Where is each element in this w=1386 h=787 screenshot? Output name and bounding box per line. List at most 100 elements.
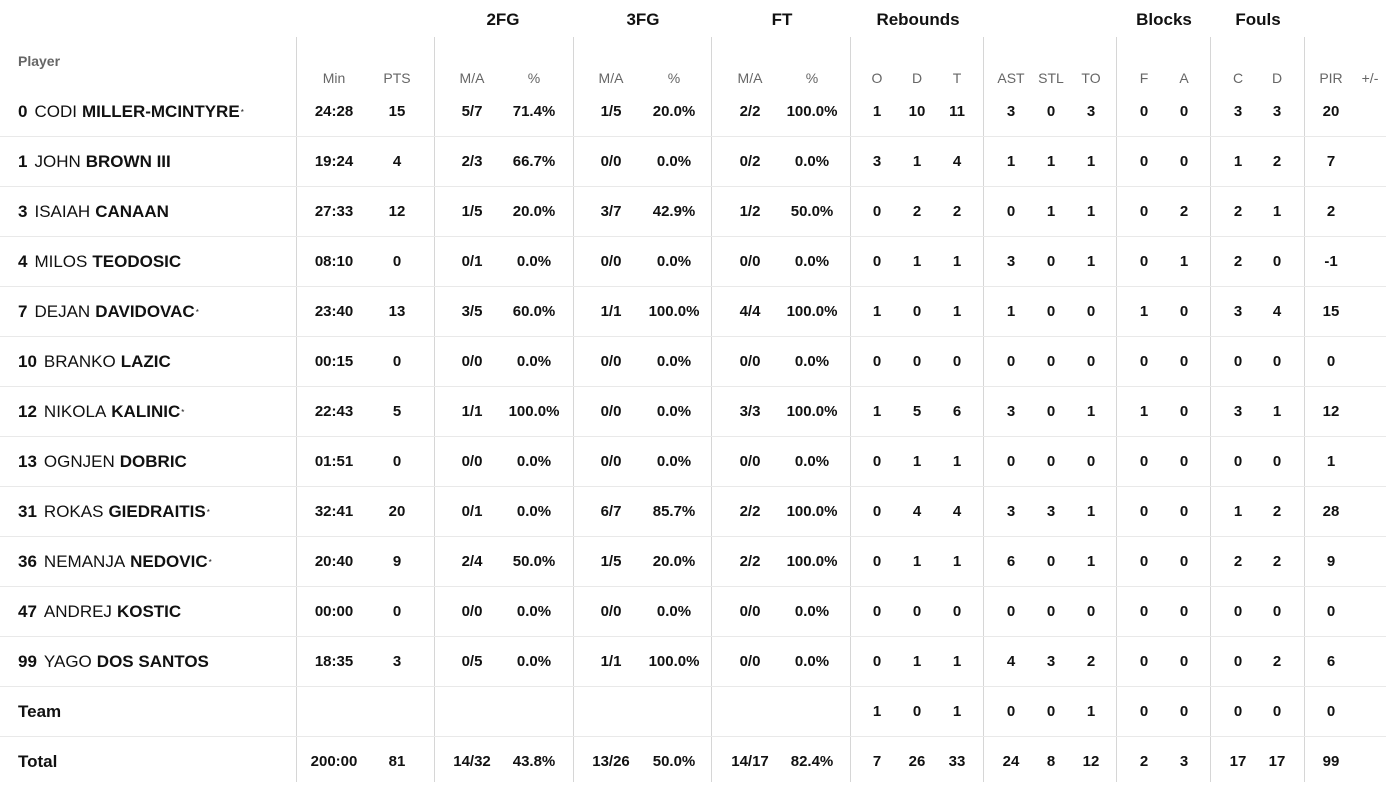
total-rebounds-cell: 33 bbox=[948, 753, 966, 770]
player-name[interactable]: 1 JOHN BROWN III bbox=[18, 137, 171, 187]
3fg-pct-cell: 100.0% bbox=[648, 303, 700, 320]
3fg-made-attempted-cell: 0/0 bbox=[600, 153, 622, 170]
ft-made-attempted-column-header[interactable]: M/A bbox=[737, 70, 763, 86]
row-divider bbox=[0, 236, 1386, 237]
assists-cell: 3 bbox=[1006, 253, 1016, 270]
total-rebounds-cell: 1 bbox=[952, 253, 962, 270]
2fg-made-attempted-column-header[interactable]: M/A bbox=[459, 70, 485, 86]
pir-cell: 12 bbox=[1322, 403, 1340, 420]
blocks-against-column-header[interactable]: A bbox=[1179, 70, 1189, 86]
assists-cell: 1 bbox=[1006, 303, 1016, 320]
2fg-made-attempted-cell: 0/0 bbox=[461, 603, 483, 620]
player-name[interactable]: 12 NIKOLA KALINIC* bbox=[18, 387, 184, 437]
fouls-drawn-cell: 0 bbox=[1272, 453, 1282, 470]
player-name[interactable]: 47 ANDREJ KOSTIC bbox=[18, 587, 181, 637]
off-rebounds-column-header[interactable]: O bbox=[871, 70, 883, 86]
ft-pct-column-header[interactable]: % bbox=[805, 70, 819, 86]
column-divider bbox=[296, 37, 297, 782]
player-name[interactable]: 31 ROKAS GIEDRAITIS* bbox=[18, 487, 210, 537]
2fg-made-attempted-cell: 0/0 bbox=[461, 353, 483, 370]
pir-column-header[interactable]: PIR bbox=[1319, 70, 1343, 86]
2fg-pct-cell: 0.0% bbox=[516, 253, 552, 270]
player-last-name: TEODOSIC bbox=[92, 252, 182, 271]
pts-column-header[interactable]: PTS bbox=[383, 70, 411, 86]
2fg-pct-cell: 71.4% bbox=[512, 103, 556, 120]
starter-marker-icon: * bbox=[181, 407, 185, 417]
fouls-drawn-column-header[interactable]: D bbox=[1271, 70, 1283, 86]
row-divider bbox=[0, 636, 1386, 637]
fouls-drawn-cell: 2 bbox=[1272, 153, 1282, 170]
def-rebounds-column-header[interactable]: D bbox=[911, 70, 923, 86]
3fg-pct-cell: 100.0% bbox=[648, 653, 700, 670]
fouls-drawn-cell: 1 bbox=[1272, 403, 1282, 420]
turnovers-column-header[interactable]: TO bbox=[1081, 70, 1101, 86]
jersey-number: 99 bbox=[18, 652, 37, 671]
def-rebounds-cell: 1 bbox=[912, 153, 922, 170]
turnovers-cell: 1 bbox=[1086, 253, 1096, 270]
pts-cell: 0 bbox=[392, 353, 402, 370]
pir-cell: 7 bbox=[1326, 153, 1336, 170]
3fg-made-attempted-column-header[interactable]: M/A bbox=[598, 70, 624, 86]
steals-column-header[interactable]: STL bbox=[1038, 70, 1064, 86]
row-divider bbox=[0, 336, 1386, 337]
def-rebounds-cell: 0 bbox=[912, 703, 922, 720]
blocks-against-cell: 0 bbox=[1179, 303, 1189, 320]
2fg-made-attempted-cell: 2/4 bbox=[461, 553, 483, 570]
2fg-pct-column-header[interactable]: % bbox=[527, 70, 541, 86]
row-label-text: Total bbox=[18, 752, 58, 771]
fouls-committed-column-header[interactable]: C bbox=[1232, 70, 1244, 86]
total-rebounds-cell: 0 bbox=[952, 603, 962, 620]
player-name[interactable]: 4 MILOS TEODOSIC bbox=[18, 237, 181, 287]
blocks-against-cell: 0 bbox=[1179, 553, 1189, 570]
3fg-pct-cell: 0.0% bbox=[656, 353, 692, 370]
turnovers-cell: 3 bbox=[1086, 103, 1096, 120]
total-rebounds-column-header[interactable]: T bbox=[952, 70, 962, 86]
min-cell: 01:51 bbox=[314, 453, 354, 470]
player-name[interactable]: 7 DEJAN DAVIDOVAC* bbox=[18, 287, 199, 337]
pir-cell: 0 bbox=[1326, 703, 1336, 720]
ft-made-attempted-cell: 2/2 bbox=[739, 103, 761, 120]
player-name[interactable]: 36 NEMANJA NEDOVIC* bbox=[18, 537, 212, 587]
3fg-pct-cell: 0.0% bbox=[656, 403, 692, 420]
3fg-made-attempted-cell: 0/0 bbox=[600, 353, 622, 370]
player-name[interactable]: 3 ISAIAH CANAAN bbox=[18, 187, 169, 237]
group-blocks-header: Blocks bbox=[1136, 10, 1192, 29]
min-column-header[interactable]: Min bbox=[322, 70, 346, 86]
pts-cell: 3 bbox=[392, 653, 402, 670]
total-rebounds-cell: 1 bbox=[952, 453, 962, 470]
player-column-header[interactable]: Player bbox=[18, 53, 61, 69]
off-rebounds-cell: 0 bbox=[872, 453, 882, 470]
2fg-pct-cell: 66.7% bbox=[512, 153, 556, 170]
turnovers-cell: 12 bbox=[1082, 753, 1100, 770]
starter-marker-icon: * bbox=[206, 507, 210, 517]
fouls-committed-cell: 2 bbox=[1233, 553, 1243, 570]
ft-made-attempted-cell: 1/2 bbox=[739, 203, 761, 220]
3fg-made-attempted-cell: 0/0 bbox=[600, 253, 622, 270]
pir-cell: 28 bbox=[1322, 503, 1340, 520]
player-name[interactable]: 13 OGNJEN DOBRIC bbox=[18, 437, 187, 487]
3fg-made-attempted-cell: 13/26 bbox=[592, 753, 630, 770]
ft-pct-cell: 0.0% bbox=[794, 353, 830, 370]
jersey-number: 47 bbox=[18, 602, 37, 621]
fouls-committed-cell: 2 bbox=[1233, 253, 1243, 270]
fouls-committed-cell: 0 bbox=[1233, 353, 1243, 370]
steals-cell: 1 bbox=[1046, 153, 1056, 170]
3fg-pct-cell: 0.0% bbox=[656, 153, 692, 170]
def-rebounds-cell: 1 bbox=[912, 653, 922, 670]
2fg-pct-cell: 43.8% bbox=[512, 753, 556, 770]
turnovers-cell: 0 bbox=[1086, 303, 1096, 320]
player-name[interactable]: 99 YAGO DOS SANTOS bbox=[18, 637, 209, 687]
3fg-pct-column-header[interactable]: % bbox=[667, 70, 681, 86]
pts-cell: 9 bbox=[392, 553, 402, 570]
assists-column-header[interactable]: AST bbox=[997, 70, 1025, 86]
blocks-for-column-header[interactable]: F bbox=[1139, 70, 1149, 86]
player-name[interactable]: 0 CODI MILLER-MCINTYRE* bbox=[18, 87, 244, 137]
row-divider bbox=[0, 386, 1386, 387]
player-name[interactable]: 10 BRANKO LAZIC bbox=[18, 337, 171, 387]
ft-pct-cell: 100.0% bbox=[786, 103, 838, 120]
plus-minus-column-header[interactable]: +/- bbox=[1361, 70, 1379, 86]
blocks-for-cell: 0 bbox=[1139, 253, 1149, 270]
jersey-number: 36 bbox=[18, 552, 37, 571]
def-rebounds-cell: 10 bbox=[908, 103, 926, 120]
blocks-against-cell: 0 bbox=[1179, 403, 1189, 420]
